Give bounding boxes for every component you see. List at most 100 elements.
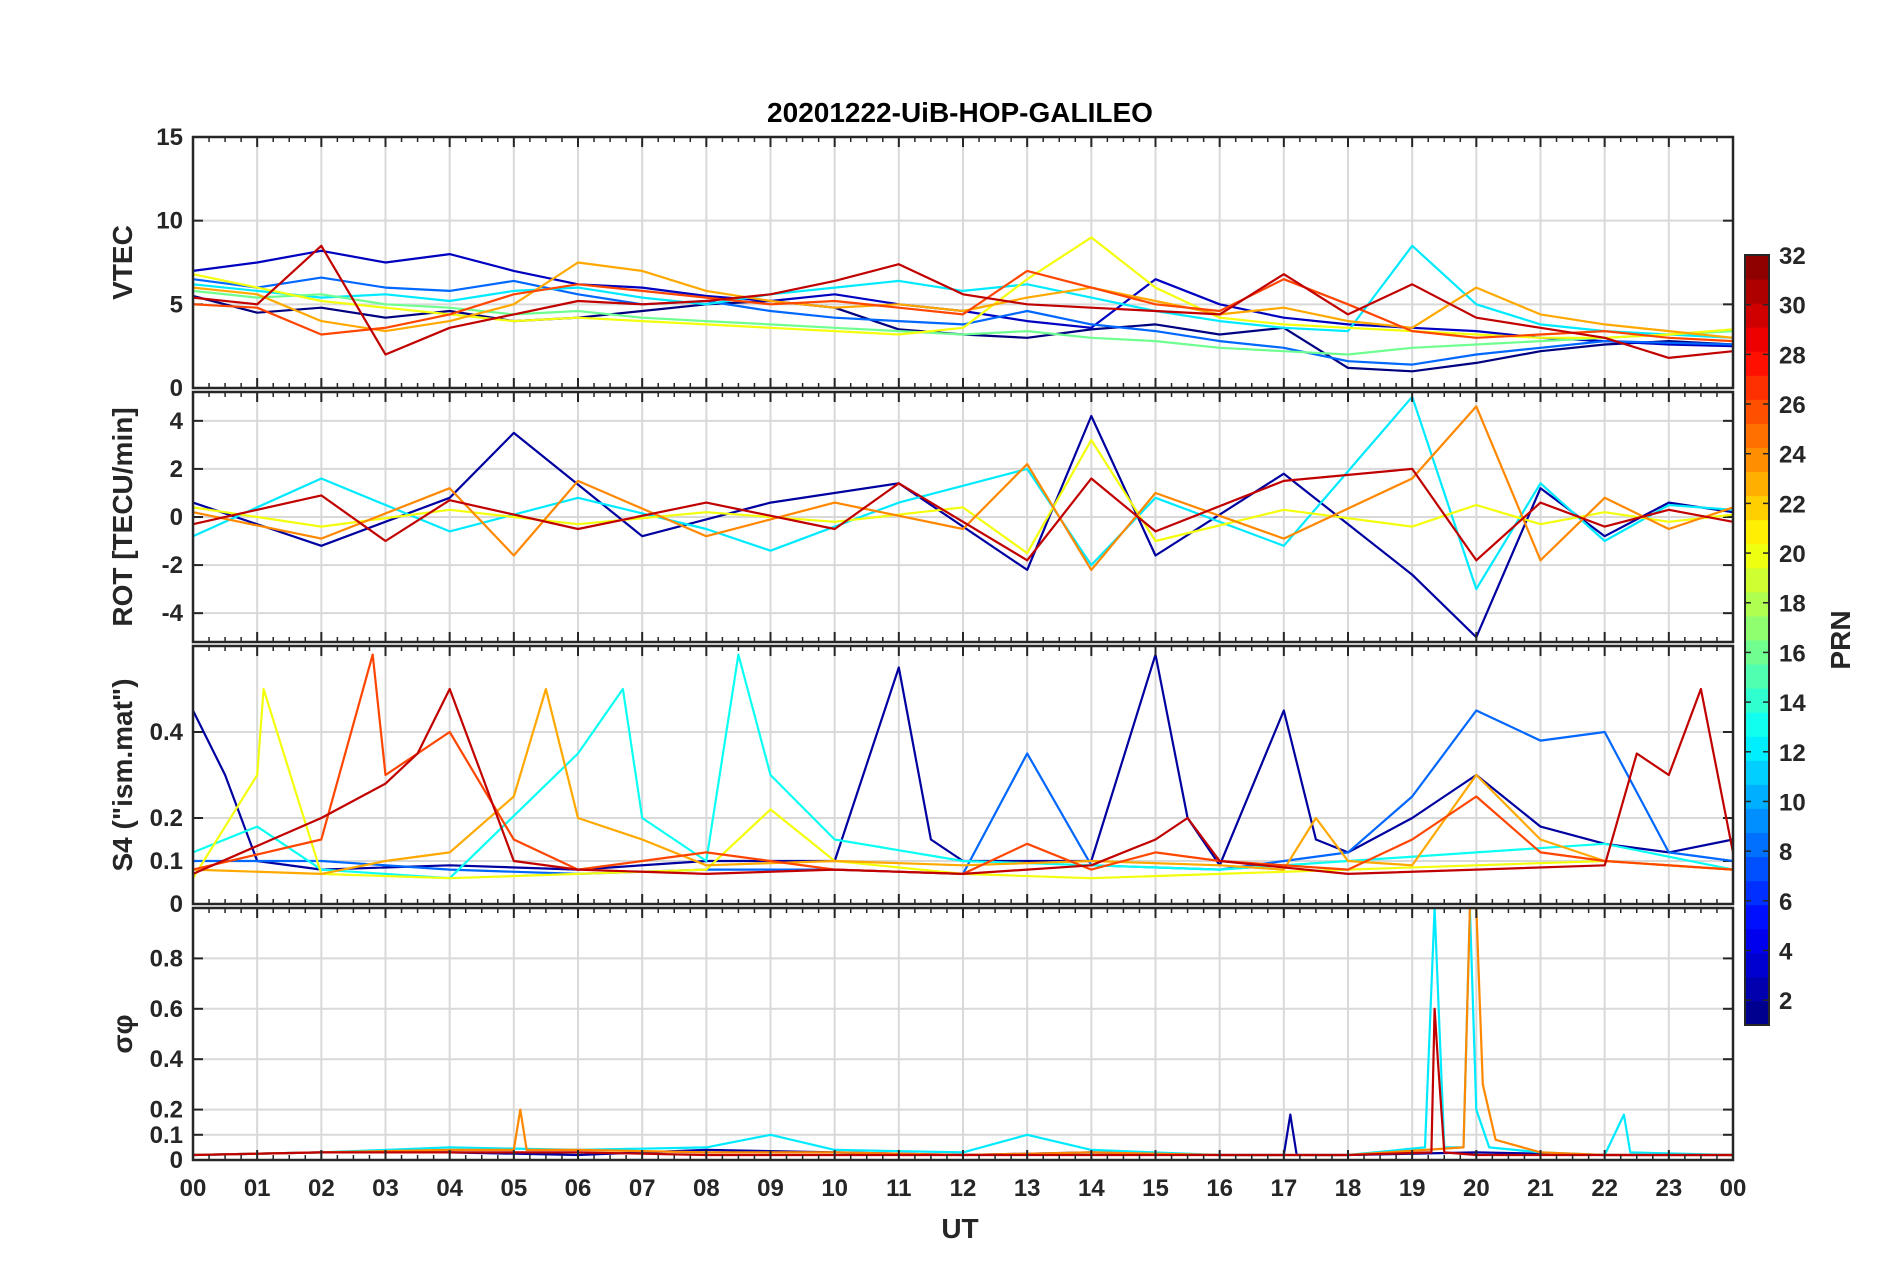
- x-tick-labels: 00 01 02 03 04 05 06 07 08 09 10 11 12 13 14 15 16 17 18 19…: [180, 1175, 1747, 1202]
- colorbar-tick-label: 32: [1779, 243, 1806, 270]
- colorbar-band: [1745, 952, 1769, 978]
- series-line-prn-2: [192, 414, 1734, 639]
- colorbar-tick-label: 6: [1779, 889, 1792, 916]
- panel-sigphi: 00.10.2 0.4 0.6 0.8 σφ: [107, 906, 1735, 1174]
- y-tick-label: 0.8: [150, 945, 183, 972]
- y-tick-label: 0: [170, 891, 183, 918]
- series-line-prn-30: [192, 467, 1734, 562]
- colorbar-band: [1745, 567, 1769, 593]
- x-tick-label: 15: [1142, 1175, 1169, 1202]
- x-axis-label: UT: [941, 1213, 978, 1244]
- colorbar-band: [1745, 808, 1769, 833]
- x-tick-label: 17: [1270, 1175, 1297, 1202]
- colorbar-band: [1745, 423, 1769, 448]
- colorbar-band: [1745, 255, 1769, 280]
- x-tick-label: 06: [565, 1175, 592, 1202]
- colorbar-band: [1745, 327, 1769, 352]
- colorbar-tick-label: 16: [1779, 640, 1806, 667]
- series-line-prn-23: [192, 261, 1734, 339]
- series-line-prn-20: [192, 687, 1734, 880]
- y-tick-label: 0: [170, 1147, 183, 1174]
- colorbar-tick-label: 30: [1779, 293, 1806, 320]
- y-tick-label: 10: [156, 208, 183, 235]
- colorbar-band: [1745, 615, 1769, 641]
- colorbar-band: [1745, 928, 1769, 954]
- series-line-prn-26: [192, 269, 1734, 343]
- colorbar-tick-label: 22: [1779, 491, 1806, 518]
- x-tick-label: 05: [500, 1175, 527, 1202]
- x-tick-label: 13: [1014, 1175, 1041, 1202]
- colorbar-frame: [1744, 254, 1770, 1026]
- y-tick-label: 4: [170, 408, 184, 435]
- colorbar-band: [1745, 471, 1769, 497]
- x-tick-label: 04: [436, 1175, 463, 1202]
- x-tick-label: 20: [1463, 1175, 1490, 1202]
- x-tick-label: 14: [1078, 1175, 1105, 1202]
- chart-title: 20201222-UiB-HOP-GALILEO: [767, 97, 1153, 128]
- x-tick-label: 01: [244, 1175, 271, 1202]
- colorbar-tick-label: 24: [1779, 442, 1806, 469]
- y-axis-label-s4: S4 ("ism.mat"): [107, 678, 138, 871]
- y-tick-label: 2: [170, 456, 183, 483]
- colorbar-band: [1745, 712, 1769, 737]
- x-tick-label: 10: [821, 1175, 848, 1202]
- colorbar-band: [1745, 904, 1769, 930]
- colorbar-band: [1745, 519, 1769, 545]
- colorbar-band: [1745, 375, 1769, 400]
- y-tick-label: -4: [162, 600, 184, 627]
- x-tick-label: 21: [1527, 1175, 1554, 1202]
- colorbar-band: [1745, 591, 1769, 617]
- panel-vtec-frame: [191, 135, 1735, 390]
- y-tick-label: 0: [170, 504, 183, 531]
- x-tick-label: 22: [1591, 1175, 1618, 1202]
- colorbar-band: [1745, 543, 1769, 569]
- colorbar-band: [1745, 351, 1769, 376]
- series-line-prn-30: [192, 687, 1735, 875]
- colorbar-band: [1745, 736, 1769, 761]
- panel-s4-frame: [191, 644, 1735, 906]
- panel-sigphi-frame: [191, 906, 1735, 1162]
- colorbar-tick-label: 2: [1779, 988, 1792, 1015]
- colorbar-tick-label: 28: [1779, 342, 1806, 369]
- y-tick-label: 0.1: [150, 1122, 183, 1149]
- y-tick-label: 0.2: [150, 805, 183, 832]
- colorbar-band: [1745, 832, 1769, 858]
- y-tick-label: 15: [156, 124, 183, 151]
- y-axis-label-rot: ROT [TECU/min]: [107, 407, 138, 626]
- colorbar-tick-label: 18: [1779, 591, 1806, 618]
- panel-rot: -4 -2 0 2 4 ROT [TECU/min]: [107, 390, 1735, 644]
- colorbar-band: [1745, 303, 1769, 328]
- series-line-prn-24: [192, 405, 1734, 571]
- x-tick-label: 18: [1335, 1175, 1362, 1202]
- series-line-prn-12: [192, 395, 1734, 591]
- colorbar-tick-label: 10: [1779, 789, 1806, 816]
- colorbar-band: [1745, 784, 1769, 809]
- colorbar-tick-label: 4: [1779, 938, 1793, 965]
- y-tick-label: 0.1: [150, 848, 183, 875]
- colorbar-tick-label: 14: [1779, 690, 1806, 717]
- y-tick-label: 0.4: [150, 1046, 184, 1073]
- panel-rot-frame: [191, 390, 1735, 644]
- series-line-prn-2: [192, 653, 1734, 871]
- y-tick-label: -2: [162, 552, 183, 579]
- colorbar-band: [1745, 760, 1769, 785]
- x-tick-label: 23: [1655, 1175, 1682, 1202]
- colorbar-band: [1745, 856, 1769, 882]
- colorbar-tick-label: 12: [1779, 740, 1806, 767]
- colorbar-band: [1745, 495, 1769, 521]
- series-line-prn-12: [192, 244, 1734, 339]
- panel-s4: 0 0.1 0.2 0.4 S4 ("ism.mat"): [107, 644, 1735, 918]
- x-tick-label: 03: [372, 1175, 399, 1202]
- colorbar-band: [1745, 447, 1769, 473]
- series-line-prn-8: [192, 276, 1734, 366]
- x-tick-label: 02: [308, 1175, 335, 1202]
- colorbar-band: [1745, 279, 1769, 304]
- x-tick-label: 00: [1720, 1175, 1747, 1202]
- x-tick-label: 08: [693, 1175, 720, 1202]
- x-tick-label: 07: [629, 1175, 656, 1202]
- series-line-prn-30: [192, 244, 1734, 359]
- colorbar-tick-label: 20: [1779, 541, 1806, 568]
